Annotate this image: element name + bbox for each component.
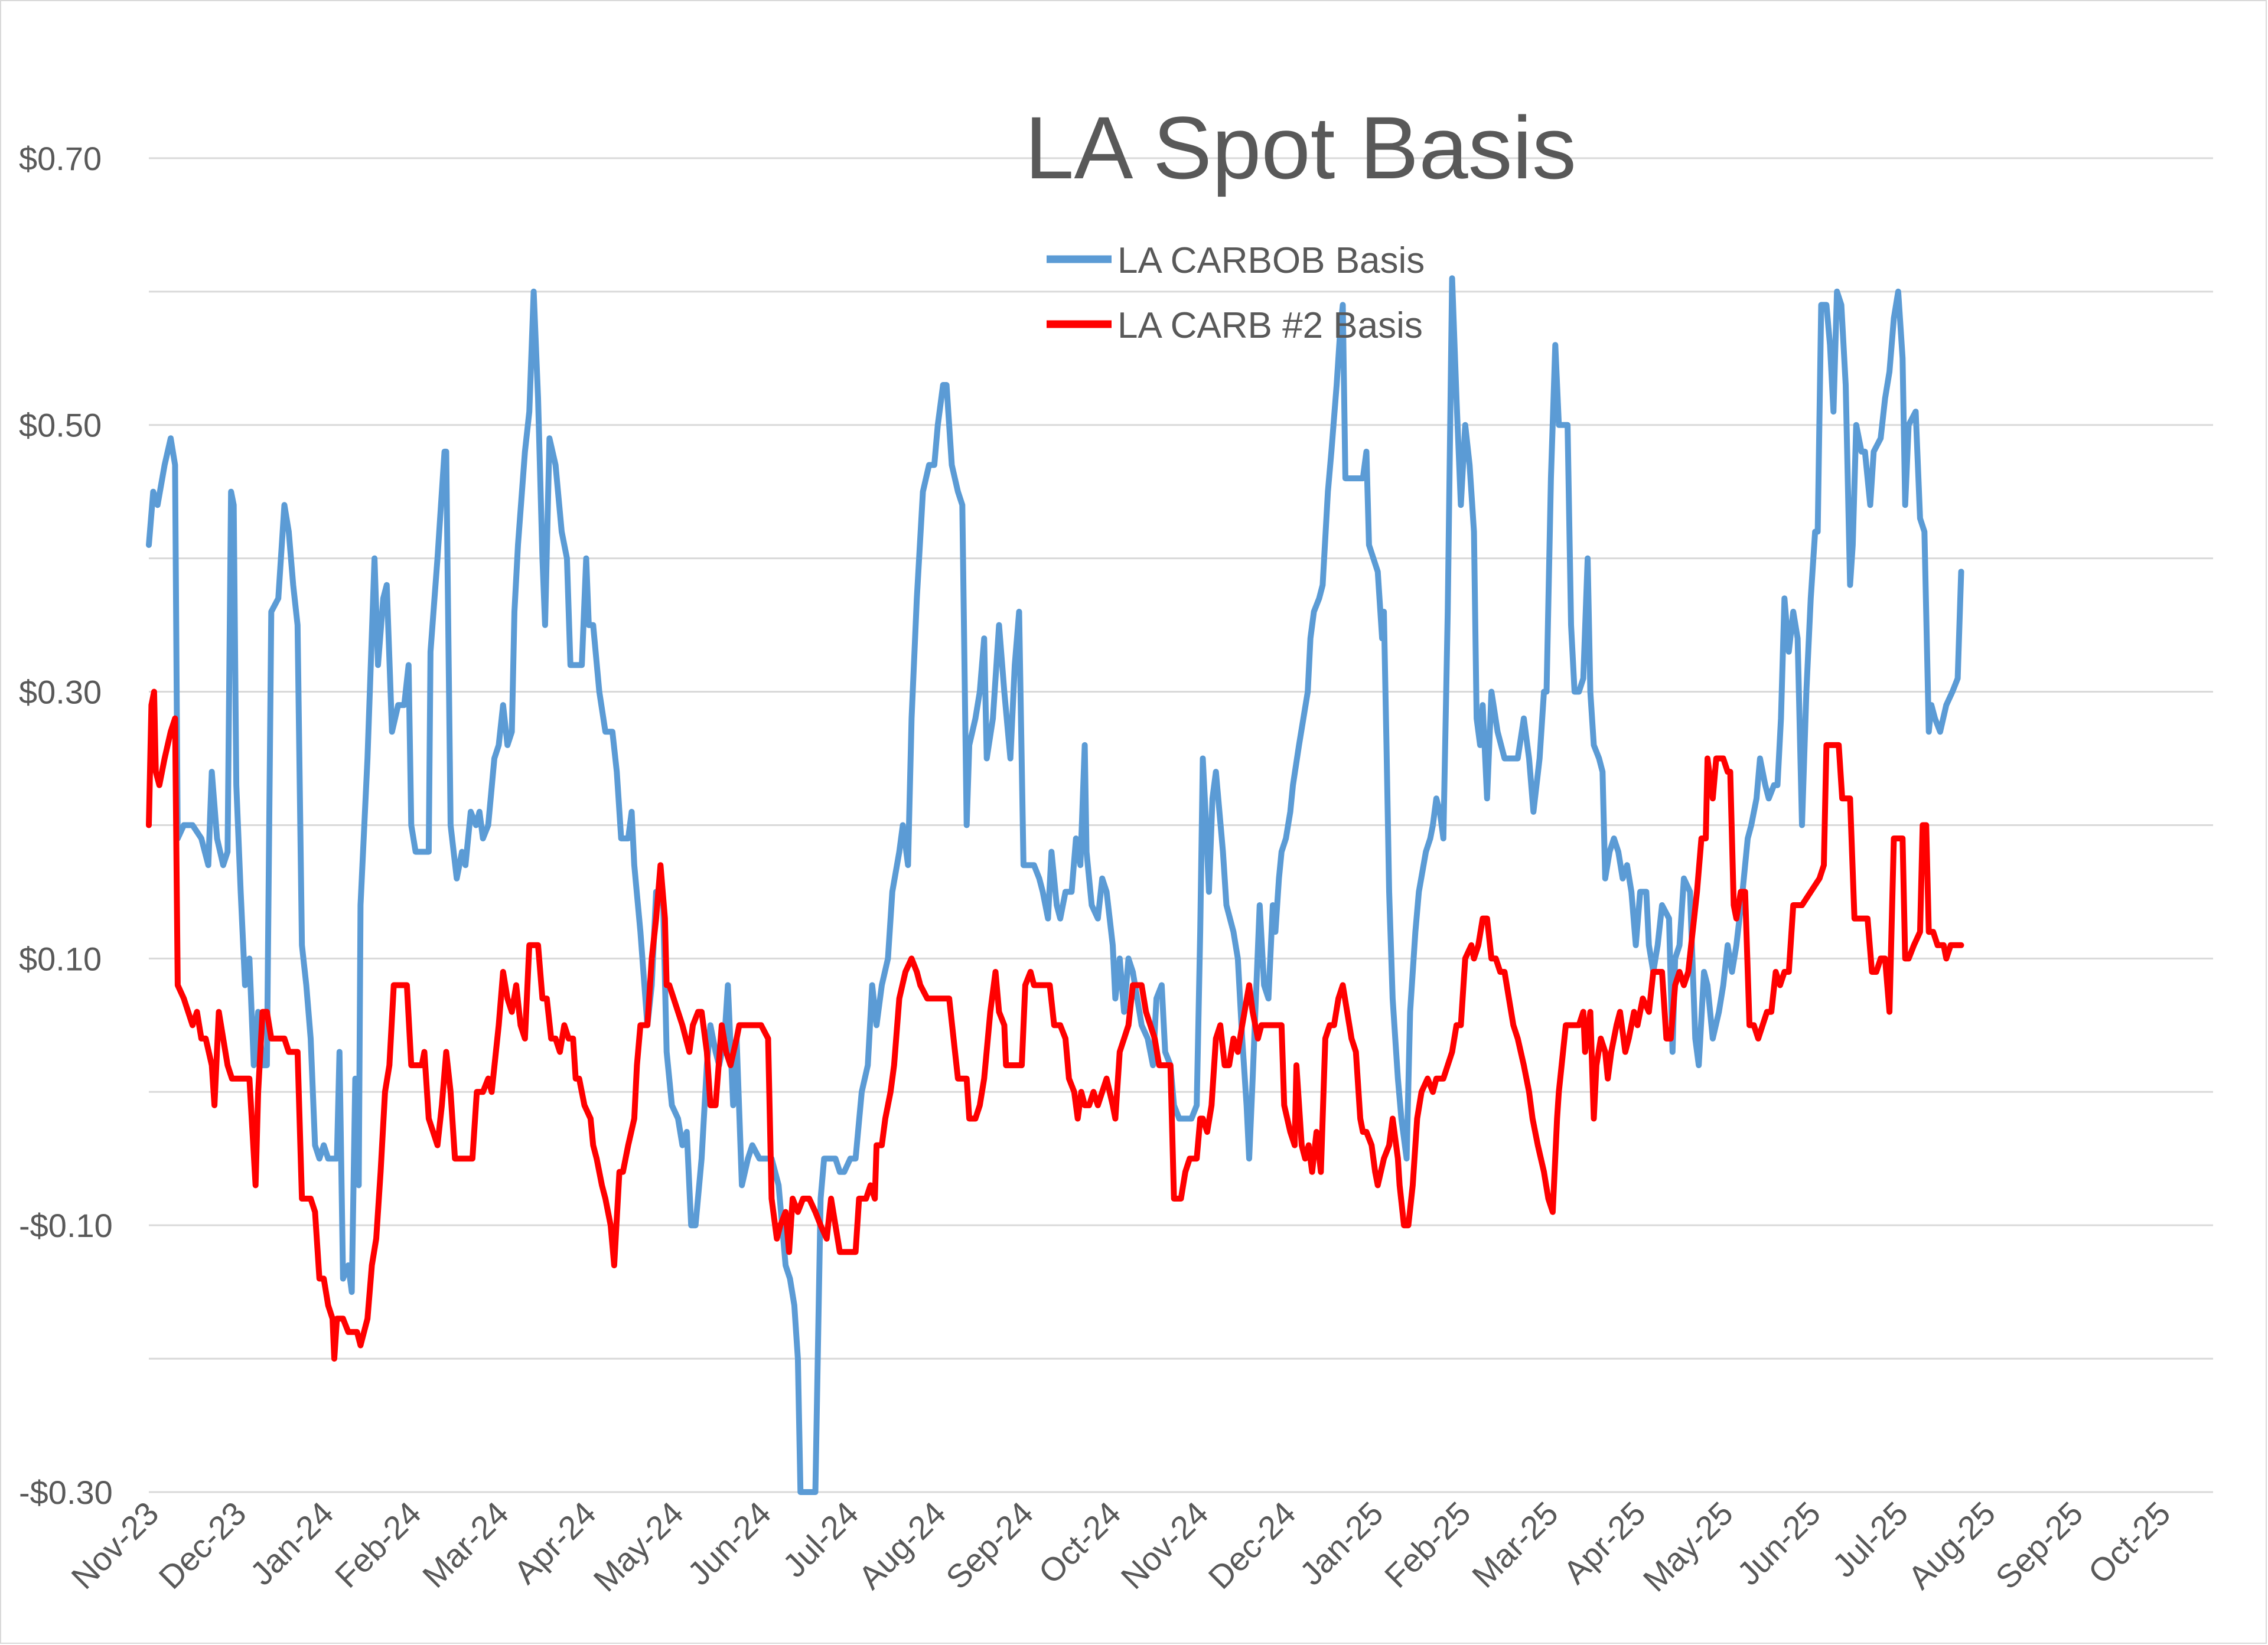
x-tick-label: Aug-24 xyxy=(851,1494,953,1596)
legend-label-carbob: LA CARBOB Basis xyxy=(1117,240,1425,281)
series-line-carbob xyxy=(146,275,1964,1495)
series-line-carb2 xyxy=(146,688,1964,1362)
y-tick-label: $0.50 xyxy=(19,407,102,444)
x-tick-label: Dec-23 xyxy=(151,1494,253,1596)
x-tick-label: Jan-25 xyxy=(1292,1494,1390,1592)
x-tick-label: Sep-25 xyxy=(1988,1494,2090,1596)
series-lines xyxy=(146,275,1964,1495)
legend-item-carbob: LA CARBOB Basis xyxy=(1047,240,1425,281)
legend-item-carb2: LA CARB #2 Basis xyxy=(1047,305,1423,346)
x-tick-label: Nov-24 xyxy=(1113,1494,1215,1596)
x-tick-label: Feb-25 xyxy=(1377,1494,1478,1595)
legend-label-carb2: LA CARB #2 Basis xyxy=(1117,305,1423,346)
x-tick-label: Jun-25 xyxy=(1730,1494,1828,1592)
x-tick-label: Aug-25 xyxy=(1901,1494,2002,1596)
x-tick-label: May-25 xyxy=(1636,1494,1741,1599)
y-tick-label: -$0.30 xyxy=(19,1474,113,1511)
x-tick-label: Jun-24 xyxy=(680,1494,778,1592)
legend: LA CARBOB Basis LA CARB #2 Basis xyxy=(1047,240,1425,346)
x-tick-label: Oct-24 xyxy=(1031,1494,1128,1591)
chart-title: LA Spot Basis xyxy=(1025,98,1576,197)
x-tick-label: Apr-24 xyxy=(507,1494,603,1591)
y-tick-label: $0.70 xyxy=(19,140,102,177)
x-tick-label: Mar-24 xyxy=(415,1494,516,1595)
x-tick-label: Apr-25 xyxy=(1556,1494,1653,1591)
y-tick-label: $0.30 xyxy=(19,674,102,711)
x-tick-label: Oct-25 xyxy=(2081,1494,2177,1591)
x-tick-label: May-24 xyxy=(586,1494,690,1599)
x-tick-label: Feb-24 xyxy=(328,1494,428,1595)
x-tick-label: Sep-24 xyxy=(939,1494,1040,1596)
x-tick-label: Jan-24 xyxy=(243,1494,341,1592)
x-tick-label: Mar-25 xyxy=(1465,1494,1565,1595)
x-axis-tick-labels: Nov-23Dec-23Jan-24Feb-24Mar-24Apr-24May-… xyxy=(64,1494,2177,1599)
x-tick-label: Dec-24 xyxy=(1201,1494,1302,1596)
gridlines xyxy=(149,157,2213,1493)
y-axis-tick-labels: -$0.30 -$0.10 $0.10 $0.30 $0.50 $0.70 xyxy=(19,140,113,1511)
y-tick-label: -$0.10 xyxy=(19,1207,113,1244)
y-tick-label: $0.10 xyxy=(19,940,102,977)
